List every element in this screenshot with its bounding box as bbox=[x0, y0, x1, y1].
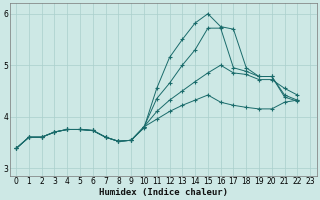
X-axis label: Humidex (Indice chaleur): Humidex (Indice chaleur) bbox=[99, 188, 228, 197]
